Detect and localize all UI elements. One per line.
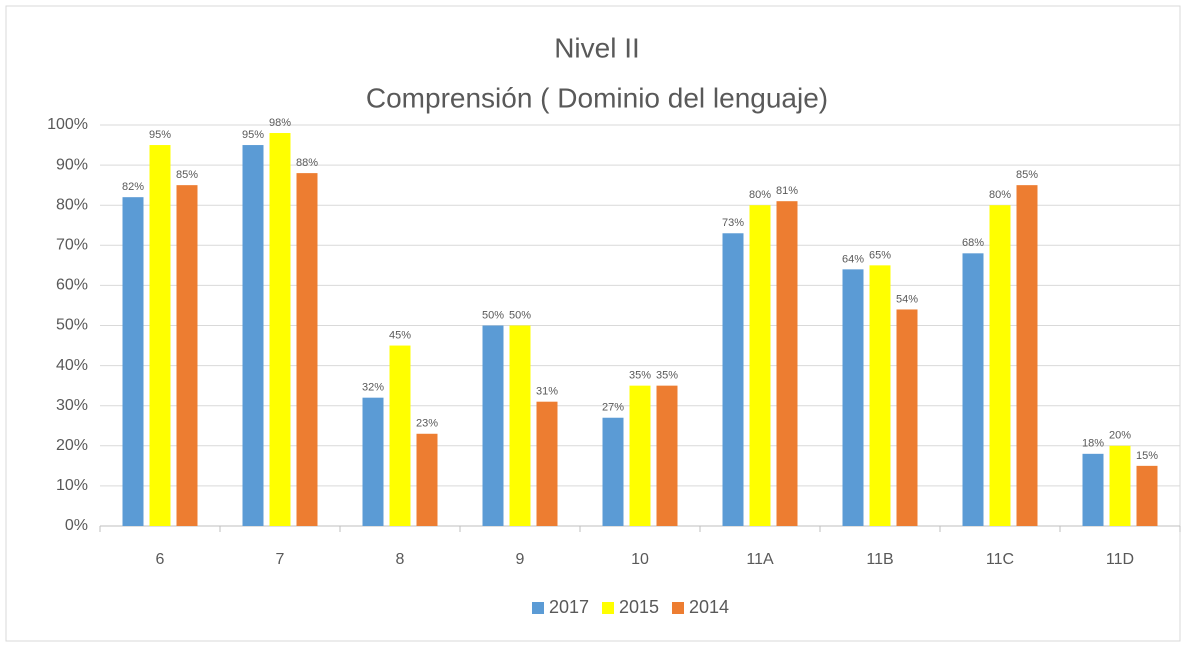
bar xyxy=(602,417,624,526)
y-tick-label: 20% xyxy=(56,437,88,454)
value-label: 35% xyxy=(656,370,678,382)
bar xyxy=(1082,453,1104,526)
y-tick-label: 100% xyxy=(47,116,88,133)
value-label: 20% xyxy=(1109,430,1131,442)
y-tick-label: 50% xyxy=(56,317,88,334)
bar xyxy=(1109,445,1131,526)
bar xyxy=(749,205,771,526)
bar xyxy=(1136,465,1158,526)
value-label: 80% xyxy=(989,189,1011,201)
value-label: 35% xyxy=(629,370,651,382)
value-label: 64% xyxy=(842,253,864,265)
value-label: 85% xyxy=(176,169,198,181)
bar xyxy=(122,197,144,526)
bar xyxy=(656,385,678,526)
value-label: 31% xyxy=(536,386,558,398)
legend-label: 2017 xyxy=(549,597,589,617)
y-tick-label: 10% xyxy=(56,477,88,494)
value-label: 88% xyxy=(296,157,318,169)
x-tick-label: 8 xyxy=(396,551,405,568)
value-label: 73% xyxy=(722,217,744,229)
value-label: 95% xyxy=(242,129,264,141)
value-label: 32% xyxy=(362,382,384,394)
bar xyxy=(536,401,558,526)
bar xyxy=(389,345,411,526)
bar xyxy=(842,269,864,526)
bar xyxy=(722,233,744,526)
bar xyxy=(1016,185,1038,526)
x-tick-label: 7 xyxy=(276,551,285,568)
legend-swatch xyxy=(532,602,544,614)
value-label: 15% xyxy=(1136,450,1158,462)
y-tick-label: 40% xyxy=(56,357,88,374)
bar xyxy=(869,265,891,526)
y-tick-label: 0% xyxy=(65,517,88,534)
legend-label: 2015 xyxy=(619,597,659,617)
x-tick-label: 11A xyxy=(746,551,774,568)
value-label: 81% xyxy=(776,185,798,197)
bar xyxy=(296,173,318,526)
x-tick-label: 11D xyxy=(1106,551,1134,568)
legend-label: 2014 xyxy=(689,597,729,617)
y-tick-label: 60% xyxy=(56,277,88,294)
bar xyxy=(776,201,798,526)
chart-frame xyxy=(5,5,1181,642)
value-label: 23% xyxy=(416,418,438,430)
y-tick-label: 30% xyxy=(56,397,88,414)
y-tick-label: 70% xyxy=(56,237,88,254)
legend-swatch xyxy=(672,602,684,614)
value-label: 54% xyxy=(896,293,918,305)
bar xyxy=(482,325,504,526)
bar xyxy=(416,433,438,526)
legend-swatch xyxy=(602,602,614,614)
value-label: 65% xyxy=(869,249,891,261)
bar xyxy=(509,325,531,526)
value-label: 68% xyxy=(962,237,984,249)
bar xyxy=(362,397,384,526)
chart-title: Nivel II xyxy=(554,32,640,63)
value-label: 80% xyxy=(749,189,771,201)
value-label: 85% xyxy=(1016,169,1038,181)
x-tick-label: 11C xyxy=(986,551,1014,568)
y-tick-label: 90% xyxy=(56,156,88,173)
y-tick-label: 80% xyxy=(56,196,88,213)
value-label: 18% xyxy=(1082,438,1104,450)
chart-subtitle: Comprensión ( Dominio del lenguaje) xyxy=(366,82,828,113)
bar xyxy=(962,253,984,526)
value-label: 50% xyxy=(482,309,504,321)
value-label: 50% xyxy=(509,309,531,321)
bar xyxy=(149,145,171,527)
value-label: 95% xyxy=(149,129,171,141)
value-label: 45% xyxy=(389,329,411,341)
bar xyxy=(989,205,1011,526)
x-tick-label: 10 xyxy=(631,551,649,568)
value-label: 82% xyxy=(122,181,144,193)
bar xyxy=(896,309,918,526)
x-tick-label: 9 xyxy=(516,551,525,568)
bar xyxy=(242,145,264,527)
bar xyxy=(629,385,651,526)
value-label: 27% xyxy=(602,402,624,414)
x-tick-label: 6 xyxy=(156,551,165,568)
value-label: 98% xyxy=(269,117,291,129)
x-tick-label: 11B xyxy=(866,551,893,568)
bar xyxy=(269,133,291,526)
bar xyxy=(176,185,198,526)
